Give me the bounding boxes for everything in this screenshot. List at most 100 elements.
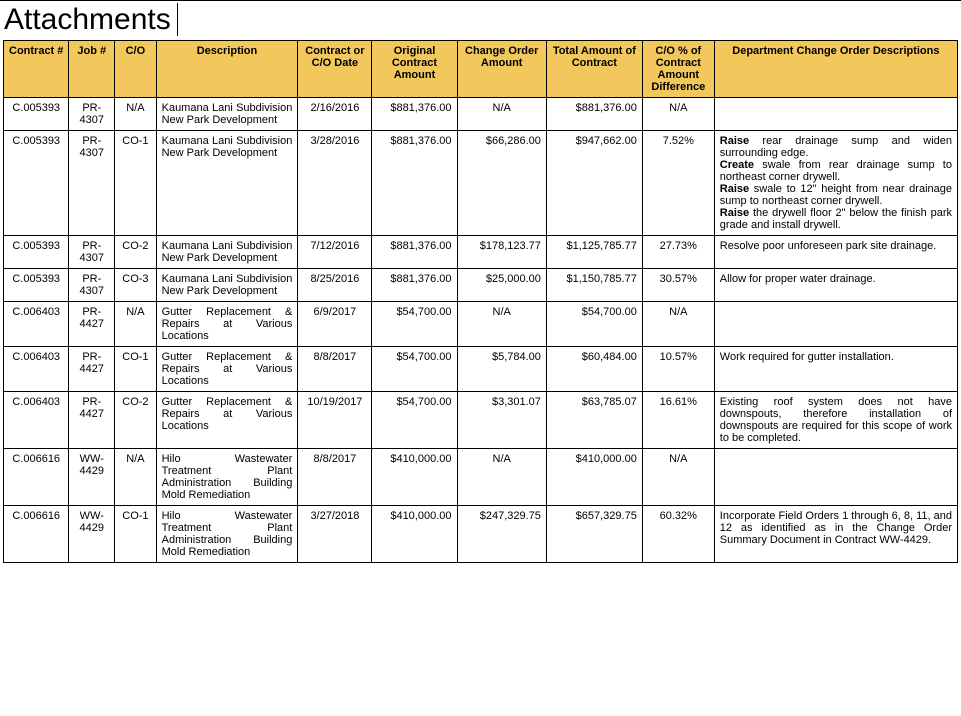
cell-orig-amount: $410,000.00 [372, 506, 457, 563]
cell-co-amount: $247,329.75 [457, 506, 546, 563]
cell-dept-desc: Work required for gutter installation. [714, 347, 957, 392]
cell-job: PR-4427 [69, 302, 115, 347]
cell-description: Gutter Replacement & Repairs at Various … [156, 392, 298, 449]
col-orig-amount: Original Contract Amount [372, 41, 457, 98]
cell-description: Hilo Wastewater Treatment Plant Administ… [156, 506, 298, 563]
cell-dept-desc [714, 449, 957, 506]
cell-contract: C.005393 [4, 236, 69, 269]
table-row: C.005393PR-4307CO-2Kaumana Lani Subdivis… [4, 236, 958, 269]
cell-description: Kaumana Lani Subdivision New Park Develo… [156, 131, 298, 236]
col-co-amount: Change Order Amount [457, 41, 546, 98]
cell-total-amount: $881,376.00 [546, 98, 642, 131]
cell-date: 7/12/2016 [298, 236, 372, 269]
cell-orig-amount: $881,376.00 [372, 131, 457, 236]
cell-orig-amount: $410,000.00 [372, 449, 457, 506]
table-row: C.006403PR-4427N/AGutter Replacement & R… [4, 302, 958, 347]
cell-co-pct: N/A [642, 98, 714, 131]
page-title: Attachments [4, 3, 178, 36]
cell-co-amount: N/A [457, 449, 546, 506]
cell-job: PR-4427 [69, 392, 115, 449]
cell-co: N/A [115, 98, 156, 131]
cell-description: Kaumana Lani Subdivision New Park Develo… [156, 269, 298, 302]
cell-co-pct: 30.57% [642, 269, 714, 302]
col-co-pct: C/O % of Contract Amount Difference [642, 41, 714, 98]
cell-total-amount: $63,785.07 [546, 392, 642, 449]
cell-date: 3/27/2018 [298, 506, 372, 563]
cell-date: 6/9/2017 [298, 302, 372, 347]
cell-dept-desc: Resolve poor unforeseen park site draina… [714, 236, 957, 269]
cell-job: PR-4427 [69, 347, 115, 392]
col-date: Contract or C/O Date [298, 41, 372, 98]
cell-job: WW-4429 [69, 449, 115, 506]
cell-co-amount: $66,286.00 [457, 131, 546, 236]
cell-contract: C.006403 [4, 302, 69, 347]
cell-co-pct: N/A [642, 302, 714, 347]
cell-co-amount: N/A [457, 98, 546, 131]
cell-date: 8/8/2017 [298, 347, 372, 392]
cell-contract: C.005393 [4, 131, 69, 236]
col-dept-desc: Department Change Order Descriptions [714, 41, 957, 98]
cell-date: 2/16/2016 [298, 98, 372, 131]
cell-job: WW-4429 [69, 506, 115, 563]
cell-total-amount: $1,125,785.77 [546, 236, 642, 269]
cell-job: PR-4307 [69, 131, 115, 236]
cell-contract: C.006616 [4, 506, 69, 563]
cell-total-amount: $947,662.00 [546, 131, 642, 236]
title-wrap: Attachments [0, 0, 961, 36]
cell-total-amount: $1,150,785.77 [546, 269, 642, 302]
cell-co: N/A [115, 302, 156, 347]
cell-co-amount: $178,123.77 [457, 236, 546, 269]
cell-dept-desc [714, 98, 957, 131]
cell-description: Kaumana Lani Subdivision New Park Develo… [156, 98, 298, 131]
cell-description: Gutter Replacement & Repairs at Various … [156, 347, 298, 392]
table-row: C.006616WW-4429CO-1Hilo Wastewater Treat… [4, 506, 958, 563]
cell-orig-amount: $54,700.00 [372, 392, 457, 449]
col-description: Description [156, 41, 298, 98]
col-contract: Contract # [4, 41, 69, 98]
cell-contract: C.006616 [4, 449, 69, 506]
cell-co-pct: 10.57% [642, 347, 714, 392]
cell-date: 8/25/2016 [298, 269, 372, 302]
table-head: Contract # Job # C/O Description Contrac… [4, 41, 958, 98]
cell-dept-desc: Existing roof system does not have downs… [714, 392, 957, 449]
cell-co-pct: 60.32% [642, 506, 714, 563]
cell-description: Kaumana Lani Subdivision New Park Develo… [156, 236, 298, 269]
cell-orig-amount: $881,376.00 [372, 236, 457, 269]
table-row: C.005393PR-4307CO-3Kaumana Lani Subdivis… [4, 269, 958, 302]
cell-contract: C.006403 [4, 347, 69, 392]
cell-total-amount: $657,329.75 [546, 506, 642, 563]
cell-co-amount: $25,000.00 [457, 269, 546, 302]
cell-total-amount: $60,484.00 [546, 347, 642, 392]
cell-orig-amount: $881,376.00 [372, 98, 457, 131]
table-row: C.006403PR-4427CO-2Gutter Replacement & … [4, 392, 958, 449]
header-row: Contract # Job # C/O Description Contrac… [4, 41, 958, 98]
cell-co-amount: N/A [457, 302, 546, 347]
cell-co-amount: $3,301.07 [457, 392, 546, 449]
table-row: C.006403PR-4427CO-1Gutter Replacement & … [4, 347, 958, 392]
attachments-table: Contract # Job # C/O Description Contrac… [3, 40, 958, 563]
cell-contract: C.005393 [4, 98, 69, 131]
cell-date: 10/19/2017 [298, 392, 372, 449]
cell-co: CO-1 [115, 347, 156, 392]
cell-co: N/A [115, 449, 156, 506]
cell-orig-amount: $54,700.00 [372, 347, 457, 392]
cell-co: CO-1 [115, 131, 156, 236]
table-body: C.005393PR-4307N/AKaumana Lani Subdivisi… [4, 98, 958, 563]
page: Attachments Contract # Job # C/O Descrip… [0, 0, 961, 563]
cell-co-pct: N/A [642, 449, 714, 506]
cell-contract: C.006403 [4, 392, 69, 449]
cell-co: CO-3 [115, 269, 156, 302]
cell-date: 3/28/2016 [298, 131, 372, 236]
cell-co-amount: $5,784.00 [457, 347, 546, 392]
cell-co-pct: 16.61% [642, 392, 714, 449]
cell-job: PR-4307 [69, 236, 115, 269]
cell-job: PR-4307 [69, 269, 115, 302]
cell-dept-desc: Raise rear drainage sump and widen surro… [714, 131, 957, 236]
cell-orig-amount: $54,700.00 [372, 302, 457, 347]
col-job: Job # [69, 41, 115, 98]
cell-orig-amount: $881,376.00 [372, 269, 457, 302]
cell-co-pct: 27.73% [642, 236, 714, 269]
cell-description: Hilo Wastewater Treatment Plant Administ… [156, 449, 298, 506]
cell-co: CO-1 [115, 506, 156, 563]
cell-co-pct: 7.52% [642, 131, 714, 236]
